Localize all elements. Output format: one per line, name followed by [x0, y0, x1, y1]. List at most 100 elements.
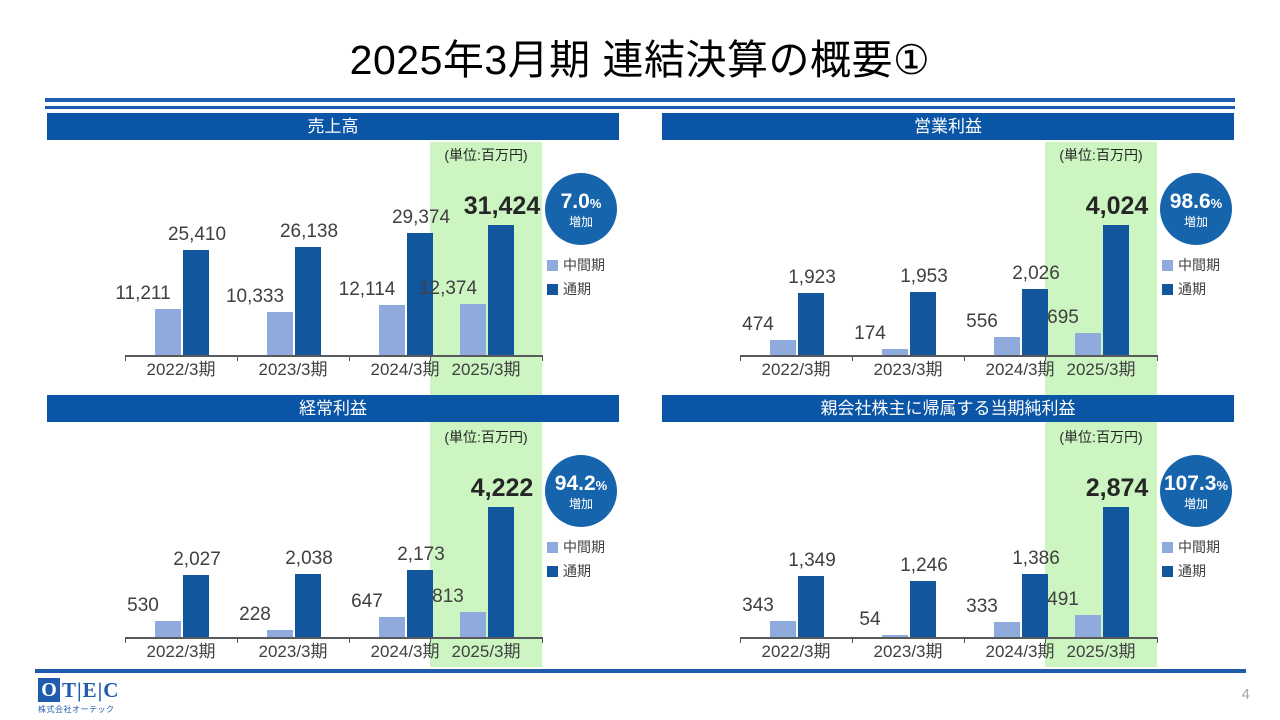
legend-item-full[interactable]: 通期: [547, 277, 627, 301]
bar-label-full: 1,349: [788, 549, 836, 571]
bar-full[interactable]: [488, 506, 514, 637]
legend-label: 中間期: [563, 539, 605, 555]
legend-item-full[interactable]: 通期: [547, 559, 627, 583]
category-axis: 2022/3期 2023/3期 2024/3期 2025/3期: [47, 639, 542, 665]
bar-interim[interactable]: [460, 303, 486, 355]
axis-tick: [740, 355, 741, 361]
bar-full[interactable]: [488, 224, 514, 355]
bar-interim[interactable]: [994, 337, 1020, 355]
bar-label-full: 1,923: [788, 266, 836, 288]
bar-interim[interactable]: [770, 339, 796, 355]
bar-interim[interactable]: [1075, 332, 1101, 355]
bar-interim[interactable]: [379, 304, 405, 355]
axis-tick: [125, 355, 126, 361]
bar-full[interactable]: [407, 233, 433, 355]
plot-area: 474 1,923 174 1,953 556 2,026 695 4,024: [662, 169, 1158, 361]
bar-full[interactable]: [295, 246, 321, 355]
category-label: 2025/3期: [451, 360, 521, 379]
bar-full[interactable]: [910, 580, 936, 637]
bar-label-interim: 174: [854, 323, 886, 345]
panel-title: 営業利益: [662, 113, 1234, 140]
bar-label-full: 4,024: [1085, 191, 1149, 220]
plot-area: 343 1,349 54 1,246 333 1,386 491 2,874: [662, 451, 1158, 643]
growth-suffix: 増加: [1183, 496, 1208, 511]
bar-interim[interactable]: [267, 629, 293, 637]
bar-label-full: 1,953: [900, 265, 948, 287]
bar-full[interactable]: [798, 575, 824, 637]
chart-panel-ordinary-income: 経常利益 (単位:百万円) 530 2,027 228 2,038 647 2,…: [47, 381, 627, 667]
plot-area: 11,211 25,410 10,333 26,138 12,114 29,37…: [47, 169, 543, 361]
bar-interim[interactable]: [882, 349, 908, 355]
bar-label-full: 2,038: [285, 548, 333, 570]
bar-group: 228 2,038: [237, 451, 349, 637]
axis-tick: [430, 637, 431, 643]
bar-interim[interactable]: [460, 611, 486, 637]
bar-full[interactable]: [295, 574, 321, 637]
bar-interim[interactable]: [155, 308, 181, 355]
legend-item-interim[interactable]: 中間期: [1162, 253, 1242, 277]
growth-value: 94.2%: [555, 473, 607, 494]
axis-tick: [964, 637, 965, 643]
bar-interim[interactable]: [267, 312, 293, 355]
bar-group: 556 2,026: [964, 169, 1076, 355]
category-label: 2025/3期: [1066, 360, 1136, 379]
bar-group: 174 1,953: [852, 169, 964, 355]
bar-full[interactable]: [1103, 506, 1129, 637]
percent-sign: %: [595, 477, 608, 493]
bar-full[interactable]: [407, 570, 433, 637]
bar-label-full: 29,374: [391, 207, 451, 229]
legend-label: 中間期: [1178, 539, 1220, 555]
bar-interim[interactable]: [770, 621, 796, 637]
bar-interim[interactable]: [882, 634, 908, 637]
page-title: 2025年3月期 連結決算の概要①: [349, 37, 931, 83]
bar-full[interactable]: [1022, 574, 1048, 637]
legend-swatch-icon: [547, 283, 558, 295]
chart-panel-sales: 売上高 (単位:百万円) 11,211 25,410 10,333 26,138…: [47, 113, 627, 385]
bar-label-interim: 11,211: [115, 282, 171, 304]
legend-item-interim[interactable]: 中間期: [1162, 535, 1242, 559]
growth-number: 94.2: [554, 471, 596, 495]
category-label: 2024/3期: [985, 360, 1055, 379]
axis-tick: [852, 355, 853, 361]
logo-letters-tec: T|E|C: [62, 678, 120, 702]
bar-interim[interactable]: [994, 621, 1020, 637]
legend-item-full[interactable]: 通期: [1162, 559, 1242, 583]
legend-item-full[interactable]: 通期: [1162, 277, 1242, 301]
x-axis-line: [125, 355, 543, 361]
bar-full[interactable]: [1103, 224, 1129, 355]
page-number: 4: [1241, 686, 1250, 703]
axis-tick: [1045, 637, 1046, 643]
legend-swatch-icon: [547, 565, 558, 577]
company-logo: O T|E|C 株式会社オーテック: [38, 678, 158, 714]
axis-tick: [1045, 355, 1046, 361]
legend-label: 通期: [563, 563, 591, 579]
bar-full[interactable]: [1022, 289, 1048, 355]
legend-label: 中間期: [563, 257, 605, 273]
bar-interim[interactable]: [1075, 614, 1101, 637]
panel-title: 親会社株主に帰属する当期純利益: [662, 395, 1234, 422]
unit-label: (単位:百万円): [444, 147, 528, 163]
growth-number: 107.3: [1163, 471, 1217, 495]
bar-label-interim: 813: [432, 585, 464, 607]
legend-item-interim[interactable]: 中間期: [547, 253, 627, 277]
category-label: 2022/3期: [761, 642, 831, 661]
bar-label-full: 1,386: [1012, 548, 1060, 570]
bar-interim[interactable]: [379, 617, 405, 637]
bar-label-interim: 530: [127, 594, 159, 616]
growth-suffix: 増加: [568, 496, 593, 511]
plot-area: 530 2,027 228 2,038 647 2,173 813 4,222: [47, 451, 543, 643]
logo-letter-o: O: [38, 678, 60, 702]
bar-full[interactable]: [183, 249, 209, 355]
bar-full[interactable]: [183, 574, 209, 637]
axis-tick: [125, 637, 126, 643]
bar-label-interim: 474: [742, 313, 774, 335]
axis-tick: [964, 355, 965, 361]
bar-label-full: 2,173: [397, 544, 445, 565]
bar-full[interactable]: [910, 291, 936, 355]
legend-item-interim[interactable]: 中間期: [547, 535, 627, 559]
bar-interim[interactable]: [155, 620, 181, 637]
axis-tick: [1157, 355, 1158, 361]
legend-swatch-icon: [1162, 565, 1173, 577]
bar-group: 12,374 31,424: [419, 169, 542, 355]
bar-full[interactable]: [798, 292, 824, 355]
